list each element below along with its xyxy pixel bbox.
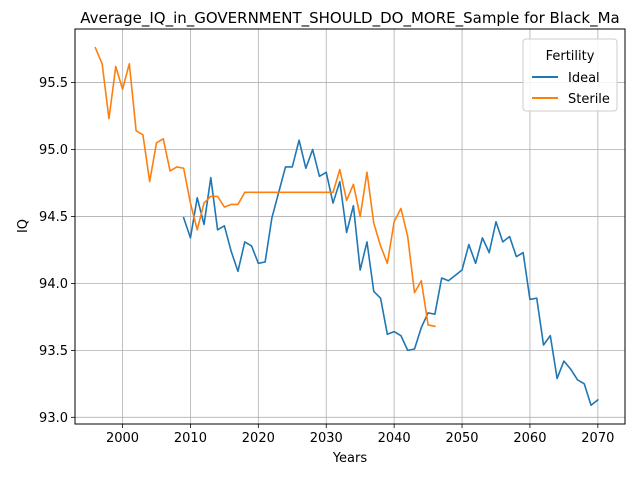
x-tick-label: 2060: [513, 431, 546, 446]
x-tick-label: 2000: [106, 431, 139, 446]
y-tick-label: 94.5: [39, 210, 68, 225]
y-tick-label: 93.5: [39, 344, 68, 359]
legend-title: Fertility: [546, 49, 595, 64]
y-axis-label: IQ: [16, 219, 31, 233]
y-axis-ticks: 93.0 93.5 94.0 94.5 95.0 95.5: [39, 76, 75, 426]
series-line-ideal: [184, 140, 598, 405]
x-axis-label: Years: [332, 451, 368, 466]
x-tick-label: 2010: [174, 431, 207, 446]
x-tick-label: 2040: [378, 431, 411, 446]
series-group: [95, 48, 597, 406]
y-tick-label: 94.0: [39, 277, 68, 292]
series-line-sterile: [95, 48, 435, 327]
x-axis-ticks: 2000 2010 2020 2030 2040 2050 2060 2070: [106, 424, 614, 446]
x-tick-label: 2050: [445, 431, 478, 446]
legend: Fertility Ideal Sterile: [523, 39, 617, 111]
x-tick-label: 2070: [581, 431, 614, 446]
chart-title: Average_IQ_in_GOVERNMENT_SHOULD_DO_MORE_…: [80, 9, 619, 28]
x-tick-label: 2030: [310, 431, 343, 446]
y-tick-label: 95.0: [39, 143, 68, 158]
y-tick-label: 93.0: [39, 411, 68, 426]
legend-label-ideal: Ideal: [568, 71, 600, 86]
y-tick-label: 95.5: [39, 76, 68, 91]
x-tick-label: 2020: [242, 431, 275, 446]
legend-label-sterile: Sterile: [568, 92, 610, 107]
